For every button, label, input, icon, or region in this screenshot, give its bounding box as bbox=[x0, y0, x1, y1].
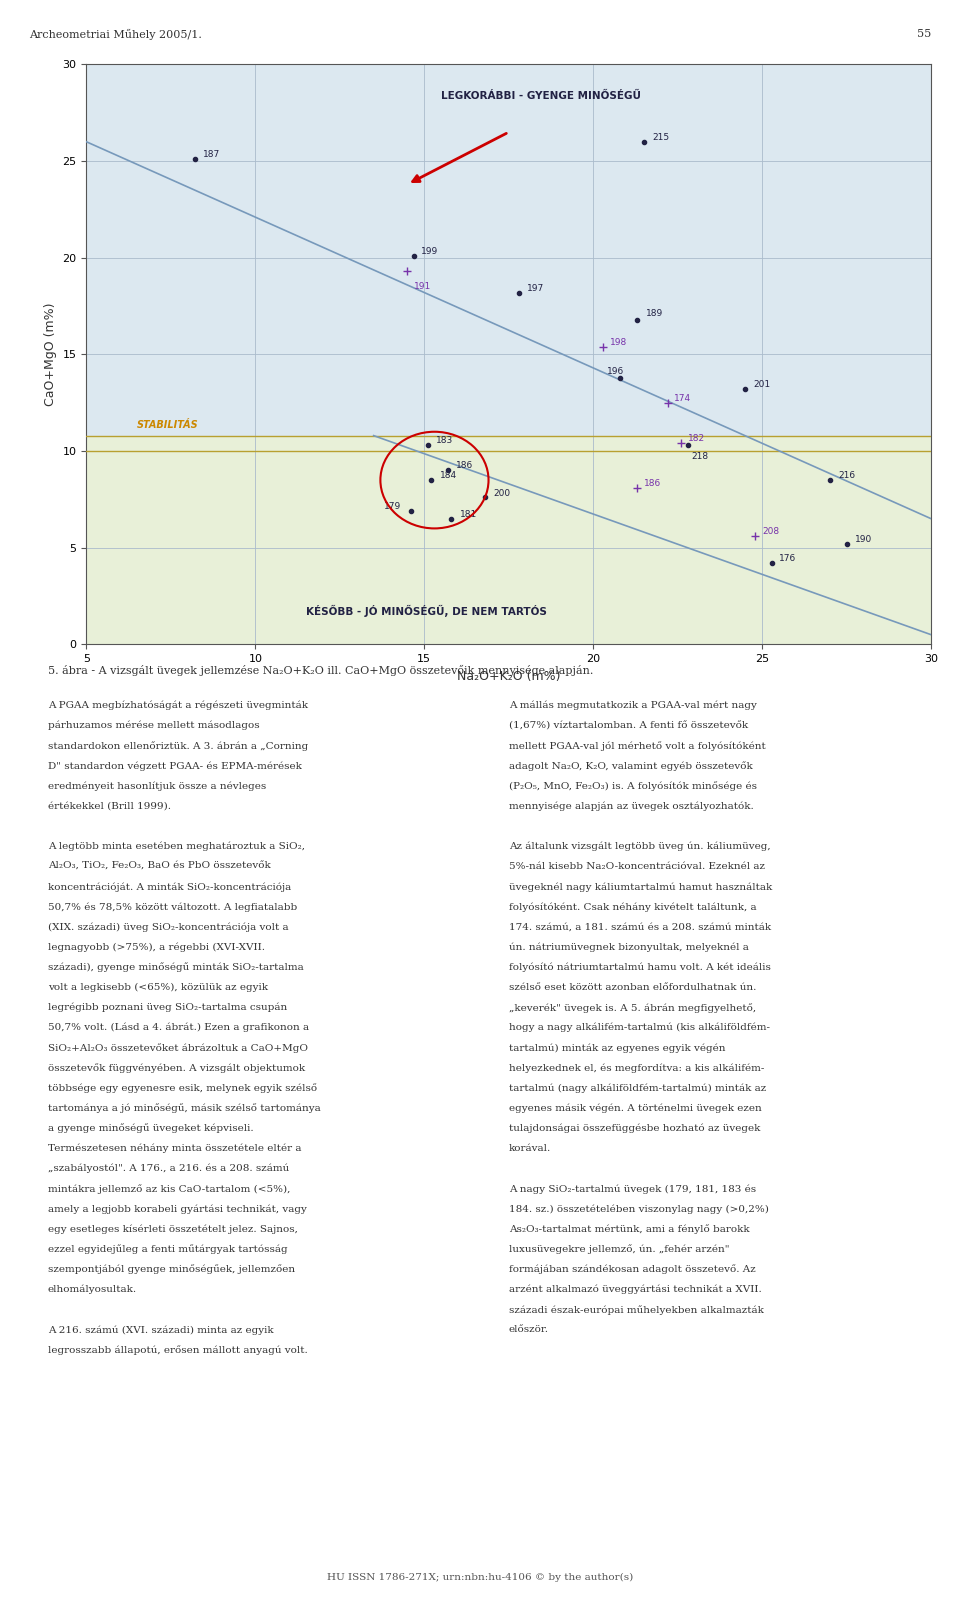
Text: 183: 183 bbox=[436, 437, 453, 445]
Text: mintákra jellemző az kis CaO-tartalom (<5%),: mintákra jellemző az kis CaO-tartalom (<… bbox=[48, 1184, 290, 1194]
Text: ún. nátriumüvegnek bizonyultak, melyeknél a: ún. nátriumüvegnek bizonyultak, melyekné… bbox=[509, 942, 749, 952]
Text: (P₂O₅, MnO, Fe₂O₃) is. A folyósítók minősége és: (P₂O₅, MnO, Fe₂O₃) is. A folyósítók minő… bbox=[509, 781, 756, 791]
Text: 199: 199 bbox=[420, 246, 438, 256]
Text: „keverék" üvegek is. A 5. ábrán megfigyelhető,: „keverék" üvegek is. A 5. ábrán megfigye… bbox=[509, 1002, 756, 1013]
Text: STABILITÁS: STABILITÁS bbox=[137, 420, 199, 430]
Text: standardokon ellenőriztük. A 3. ábrán a „Corning: standardokon ellenőriztük. A 3. ábrán a … bbox=[48, 741, 308, 751]
Text: adagolt Na₂O, K₂O, valamint egyéb összetevők: adagolt Na₂O, K₂O, valamint egyéb összet… bbox=[509, 762, 753, 772]
Text: 55: 55 bbox=[917, 29, 931, 39]
Text: LEGKORÁBBI - GYENGE MINŐSÉGŰ: LEGKORÁBBI - GYENGE MINŐSÉGŰ bbox=[442, 92, 641, 101]
Text: 186: 186 bbox=[644, 478, 661, 488]
Y-axis label: CaO+MgO (m%): CaO+MgO (m%) bbox=[44, 303, 57, 406]
Text: 196: 196 bbox=[607, 367, 624, 375]
Text: Természetesen néhány minta összetétele eltér a: Természetesen néhány minta összetétele e… bbox=[48, 1144, 301, 1153]
Text: tartalmú (nagy alkáliföldfém-tartalmú) minták az: tartalmú (nagy alkáliföldfém-tartalmú) m… bbox=[509, 1084, 766, 1092]
Text: 176: 176 bbox=[780, 554, 797, 564]
Text: Archeometriai Műhely 2005/1.: Archeometriai Műhely 2005/1. bbox=[29, 29, 202, 40]
Text: (1,67%) víztartalomban. A fenti fő összetevők: (1,67%) víztartalomban. A fenti fő össze… bbox=[509, 722, 748, 730]
Text: mellett PGAA-val jól mérhető volt a folyósítóként: mellett PGAA-val jól mérhető volt a foly… bbox=[509, 741, 765, 751]
Text: KÉSŐBB - JÓ MINŐSÉGŰ, DE NEM TARTÓS: KÉSŐBB - JÓ MINŐSÉGŰ, DE NEM TARTÓS bbox=[306, 606, 547, 617]
Text: szempontjából gyenge minőségűek, jellemzően: szempontjából gyenge minőségűek, jellemz… bbox=[48, 1265, 295, 1274]
Text: először.: először. bbox=[509, 1326, 549, 1334]
Bar bbox=[86, 64, 931, 435]
Text: századi észak-európai műhelyekben alkalmazták: századi észak-európai műhelyekben alkalm… bbox=[509, 1305, 763, 1315]
Text: A 216. számú (XVI. századi) minta az egyik: A 216. számú (XVI. századi) minta az egy… bbox=[48, 1326, 274, 1334]
Text: Al₂O₃, TiO₂, Fe₂O₃, BaO és PbO összetevők: Al₂O₃, TiO₂, Fe₂O₃, BaO és PbO összetevő… bbox=[48, 862, 271, 872]
Text: As₂O₃-tartalmat mértünk, ami a fénylő barokk: As₂O₃-tartalmat mértünk, ami a fénylő ba… bbox=[509, 1224, 750, 1234]
Text: tartománya a jó minőségű, másik szélső tartománya: tartománya a jó minőségű, másik szélső t… bbox=[48, 1104, 321, 1113]
Text: tartalmú) minták az egyenes egyik végén: tartalmú) minták az egyenes egyik végén bbox=[509, 1044, 726, 1052]
Bar bbox=[86, 435, 931, 644]
Text: 190: 190 bbox=[855, 535, 873, 545]
Text: 174: 174 bbox=[674, 393, 691, 403]
Text: 189: 189 bbox=[646, 309, 663, 317]
Text: arzént alkalmazó üveggyártási technikát a XVII.: arzént alkalmazó üveggyártási technikát … bbox=[509, 1286, 761, 1294]
Text: a gyenge minőségű üvegeket képviseli.: a gyenge minőségű üvegeket képviseli. bbox=[48, 1124, 253, 1134]
Text: (XIX. századi) üveg SiO₂-koncentrációja volt a: (XIX. századi) üveg SiO₂-koncentrációja … bbox=[48, 921, 289, 931]
Text: 179: 179 bbox=[384, 503, 401, 511]
Text: szélső eset között azonban előfordulhatnak ún.: szélső eset között azonban előfordulhatn… bbox=[509, 983, 756, 992]
Text: ezzel egyidejűleg a fenti műtárgyak tartósság: ezzel egyidejűleg a fenti műtárgyak tart… bbox=[48, 1245, 288, 1255]
Text: folyósító nátriumtartalmú hamu volt. A két ideális: folyósító nátriumtartalmú hamu volt. A k… bbox=[509, 963, 771, 971]
Text: 198: 198 bbox=[611, 338, 628, 346]
Text: SiO₂+Al₂O₃ összetevőket ábrázoltuk a CaO+MgO: SiO₂+Al₂O₃ összetevőket ábrázoltuk a CaO… bbox=[48, 1044, 308, 1054]
Text: 184: 184 bbox=[440, 470, 457, 480]
Text: A mállás megmutatkozik a PGAA-val mért nagy: A mállás megmutatkozik a PGAA-val mért n… bbox=[509, 701, 756, 710]
Text: 182: 182 bbox=[688, 435, 705, 443]
Text: eredményeit hasonlítjuk össze a névleges: eredményeit hasonlítjuk össze a névleges bbox=[48, 781, 266, 791]
Text: Az általunk vizsgált legtöbb üveg ún. káliumüveg,: Az általunk vizsgált legtöbb üveg ún. ká… bbox=[509, 843, 771, 851]
Text: tulajdonságai összefüggésbe hozható az üvegek: tulajdonságai összefüggésbe hozható az ü… bbox=[509, 1124, 760, 1133]
Text: 208: 208 bbox=[762, 527, 780, 536]
Text: helyezkednek el, és megfordítva: a kis alkálifém-: helyezkednek el, és megfordítva: a kis a… bbox=[509, 1063, 764, 1073]
Text: századi), gyenge minőségű minták SiO₂-tartalma: századi), gyenge minőségű minták SiO₂-ta… bbox=[48, 963, 303, 973]
Text: formájában szándékosan adagolt összetevő. Az: formájában szándékosan adagolt összetevő… bbox=[509, 1265, 756, 1274]
Text: párhuzamos mérése mellett másodlagos: párhuzamos mérése mellett másodlagos bbox=[48, 722, 259, 730]
Text: A nagy SiO₂-tartalmú üvegek (179, 181, 183 és: A nagy SiO₂-tartalmú üvegek (179, 181, 1… bbox=[509, 1184, 756, 1194]
Text: 50,7% és 78,5% között változott. A legfiatalabb: 50,7% és 78,5% között változott. A legfi… bbox=[48, 902, 298, 912]
Text: 50,7% volt. (Lásd a 4. ábrát.) Ezen a grafikonon a: 50,7% volt. (Lásd a 4. ábrát.) Ezen a gr… bbox=[48, 1023, 309, 1033]
Text: üvegeknél nagy káliumtartalmú hamut használtak: üvegeknél nagy káliumtartalmú hamut hasz… bbox=[509, 883, 772, 891]
Text: koncentrációját. A minták SiO₂-koncentrációja: koncentrációját. A minták SiO₂-koncentrá… bbox=[48, 883, 291, 891]
Text: 174. számú, a 181. számú és a 208. számú minták: 174. számú, a 181. számú és a 208. számú… bbox=[509, 921, 771, 931]
Text: 201: 201 bbox=[754, 380, 771, 390]
Text: 197: 197 bbox=[527, 284, 544, 293]
Text: legnagyobb (>75%), a régebbi (XVI-XVII.: legnagyobb (>75%), a régebbi (XVI-XVII. bbox=[48, 942, 265, 952]
Text: összetevők függvényében. A vizsgált objektumok: összetevők függvényében. A vizsgált obje… bbox=[48, 1063, 305, 1073]
Text: 218: 218 bbox=[691, 451, 708, 461]
Text: A legtöbb minta esetében meghatároztuk a SiO₂,: A legtöbb minta esetében meghatároztuk a… bbox=[48, 843, 305, 851]
Text: mennyisége alapján az üvegek osztályozhatók.: mennyisége alapján az üvegek osztályozha… bbox=[509, 802, 754, 810]
Text: egy esetleges kísérleti összetételt jelez. Sajnos,: egy esetleges kísérleti összetételt jele… bbox=[48, 1224, 298, 1234]
Text: 191: 191 bbox=[414, 282, 431, 290]
Text: legrosszabb állapotú, erősen mállott anyagú volt.: legrosszabb állapotú, erősen mállott any… bbox=[48, 1345, 308, 1355]
Text: 200: 200 bbox=[493, 488, 511, 498]
Text: többsége egy egyenesre esik, melynek egyik szélső: többsége egy egyenesre esik, melynek egy… bbox=[48, 1084, 317, 1094]
Text: 186: 186 bbox=[456, 461, 473, 470]
Text: 187: 187 bbox=[203, 150, 220, 159]
Text: 184. sz.) összetételében viszonylag nagy (>0,2%): 184. sz.) összetételében viszonylag nagy… bbox=[509, 1205, 769, 1213]
Text: elhomályosultak.: elhomályosultak. bbox=[48, 1286, 137, 1294]
Text: legrégibb poznani üveg SiO₂-tartalma csupán: legrégibb poznani üveg SiO₂-tartalma csu… bbox=[48, 1002, 287, 1012]
Text: hogy a nagy alkálifém-tartalmú (kis alkáliföldfém-: hogy a nagy alkálifém-tartalmú (kis alká… bbox=[509, 1023, 770, 1033]
Text: D" standardon végzett PGAA- és EPMA-mérések: D" standardon végzett PGAA- és EPMA-méré… bbox=[48, 762, 301, 770]
Text: 5. ábra - A vizsgált üvegek jellemzése Na₂O+K₂O ill. CaO+MgO összetevőik mennyis: 5. ábra - A vizsgált üvegek jellemzése N… bbox=[48, 665, 593, 677]
Text: „szabályostól". A 176., a 216. és a 208. számú: „szabályostól". A 176., a 216. és a 208.… bbox=[48, 1165, 289, 1173]
Text: HU ISSN 1786-271X; urn:nbn:hu-4106 © by the author(s): HU ISSN 1786-271X; urn:nbn:hu-4106 © by … bbox=[326, 1572, 634, 1582]
Text: volt a legkisebb (<65%), közülük az egyik: volt a legkisebb (<65%), közülük az egyi… bbox=[48, 983, 268, 992]
Text: értékekkel (Brill 1999).: értékekkel (Brill 1999). bbox=[48, 802, 171, 810]
Text: 215: 215 bbox=[653, 132, 669, 142]
Text: A PGAA megbízhatóságát a régészeti üvegminták: A PGAA megbízhatóságát a régészeti üvegm… bbox=[48, 701, 308, 710]
Text: 216: 216 bbox=[838, 470, 855, 480]
Text: 181: 181 bbox=[460, 509, 477, 519]
Text: 5%-nál kisebb Na₂O-koncentrációval. Ezeknél az: 5%-nál kisebb Na₂O-koncentrációval. Ezek… bbox=[509, 862, 765, 872]
Text: amely a legjobb korabeli gyártási technikát, vagy: amely a legjobb korabeli gyártási techni… bbox=[48, 1205, 307, 1213]
Text: luxusüvegekre jellemző, ún. „fehér arzén": luxusüvegekre jellemző, ún. „fehér arzén… bbox=[509, 1245, 730, 1255]
X-axis label: Na₂O+K₂O (m%): Na₂O+K₂O (m%) bbox=[457, 670, 561, 683]
Text: korával.: korával. bbox=[509, 1144, 551, 1153]
Text: folyósítóként. Csak néhány kivételt találtunk, a: folyósítóként. Csak néhány kivételt talá… bbox=[509, 902, 756, 912]
Text: egyenes másik végén. A történelmi üvegek ezen: egyenes másik végén. A történelmi üvegek… bbox=[509, 1104, 761, 1113]
